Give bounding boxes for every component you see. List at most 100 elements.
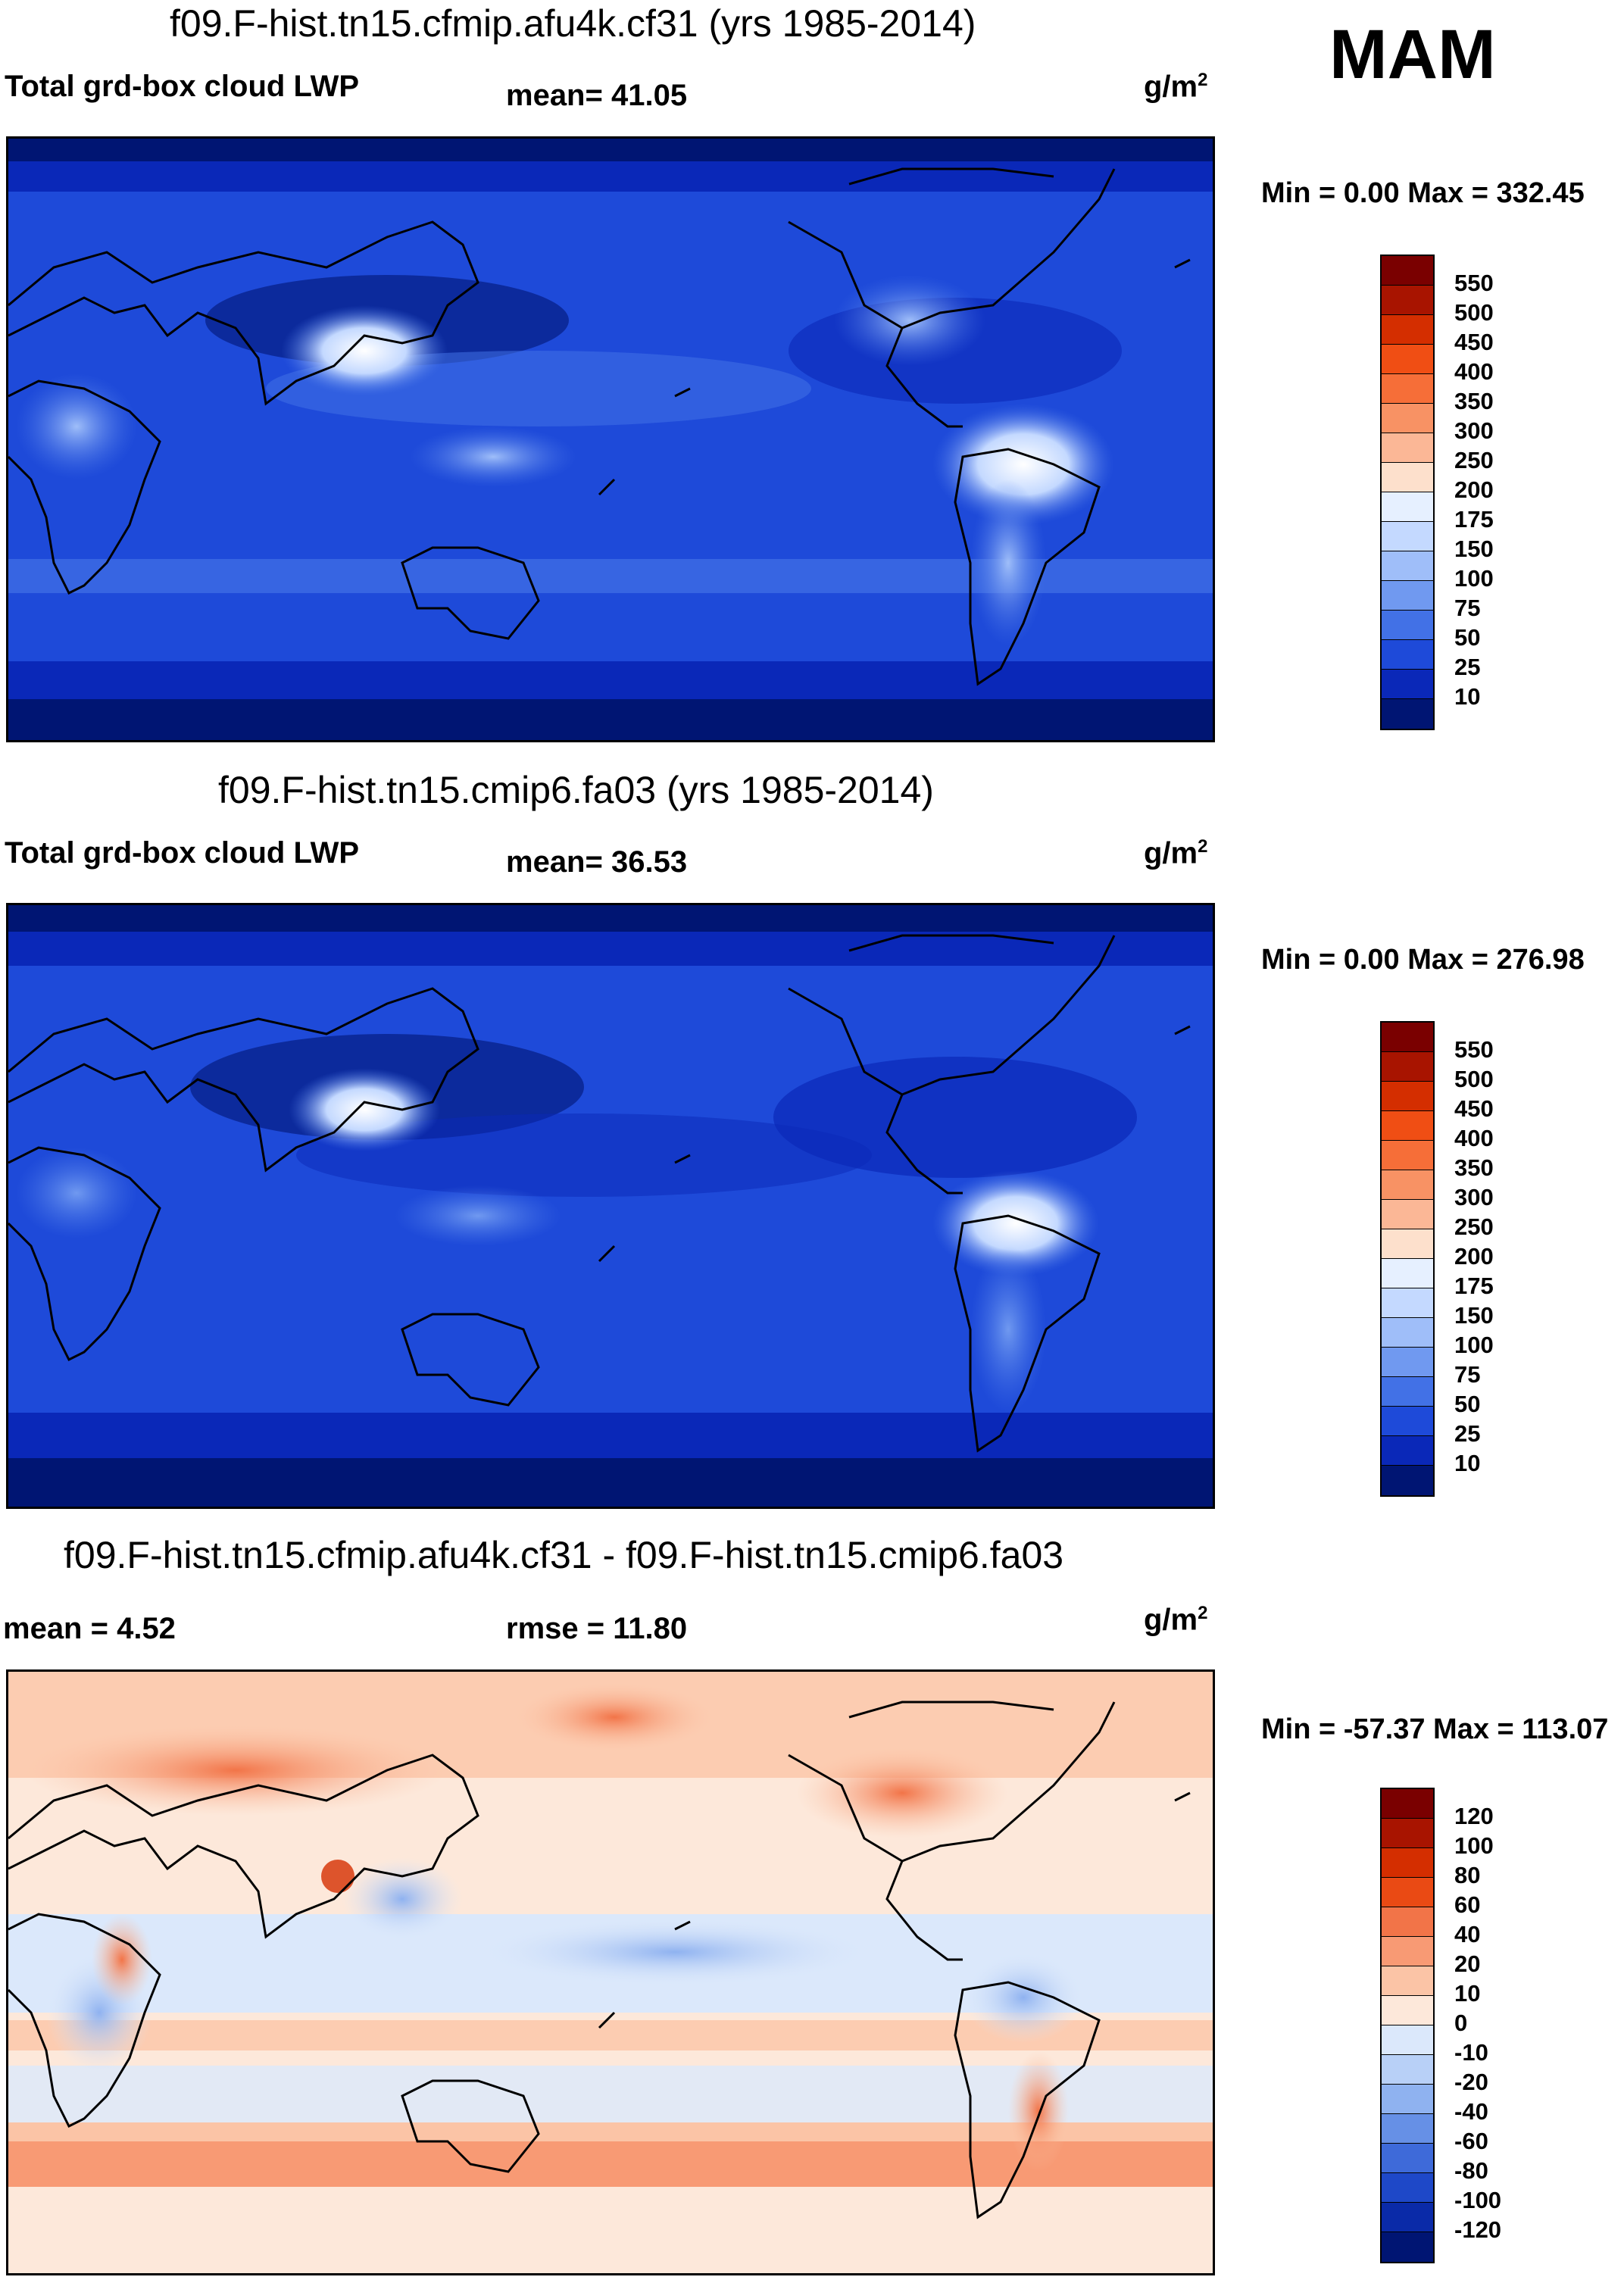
- colorbar-tick-label: -40: [1454, 2098, 1488, 2125]
- panel-2-mean-label: mean= 36.53: [506, 845, 688, 879]
- panel-3-map-svg: [8, 1672, 1213, 2273]
- panel-2-variable-label: Total grd-box cloud LWP: [5, 836, 360, 870]
- panel-1-coastlines: [8, 167, 1191, 686]
- colorbar-tick-label: 550: [1454, 270, 1494, 296]
- panel-1-map-svg: [8, 139, 1213, 740]
- panel-2-units: g/m2: [1144, 836, 1208, 870]
- colorbar-tick-label: 120: [1454, 1803, 1494, 1829]
- colorbar-tick-label: 50: [1454, 624, 1481, 651]
- colorbar-swatch: [1382, 1789, 1433, 1819]
- colorbar-swatch: [1382, 1436, 1433, 1466]
- panel-3-coastlines: [8, 1701, 1191, 2219]
- colorbar-swatch: [1382, 345, 1433, 374]
- colorbar-tick-label: 250: [1454, 447, 1494, 473]
- colorbar-tick-label: 175: [1454, 506, 1494, 533]
- panel-1-units: g/m2: [1144, 70, 1208, 104]
- colorbar-tick-label: 500: [1454, 1066, 1494, 1092]
- colorbar-tick-label: 100: [1454, 1332, 1494, 1358]
- colorbar-tick-label: 100: [1454, 565, 1494, 592]
- colorbar-tick-label: 450: [1454, 1095, 1494, 1122]
- colorbar-tick-label: 25: [1454, 1420, 1481, 1447]
- colorbar-tick-label: 400: [1454, 358, 1494, 385]
- colorbar-swatch: [1382, 522, 1433, 551]
- panel-1-map: [6, 136, 1215, 742]
- panel-1-colorbar: [1380, 255, 1435, 730]
- colorbar-tick-label: 10: [1454, 683, 1481, 710]
- colorbar-swatch: [1382, 581, 1433, 611]
- colorbar-swatch: [1382, 611, 1433, 640]
- colorbar-tick-label: 0: [1454, 2010, 1468, 2036]
- colorbar-tick-label: 200: [1454, 476, 1494, 503]
- panel-3-minmax: Min = -57.37 Max = 113.07: [1261, 1713, 1609, 1745]
- colorbar-swatch: [1382, 1937, 1433, 1966]
- panel-2-minmax: Min = 0.00 Max = 276.98: [1261, 944, 1585, 976]
- colorbar-tick-label: 250: [1454, 1213, 1494, 1240]
- colorbar-swatch: [1382, 1111, 1433, 1141]
- colorbar-swatch: [1382, 1819, 1433, 1848]
- colorbar-swatch: [1382, 433, 1433, 463]
- colorbar-tick-label: 25: [1454, 654, 1481, 680]
- colorbar-tick-label: 150: [1454, 1302, 1494, 1329]
- panel-3-units: g/m2: [1144, 1603, 1208, 1637]
- colorbar-tick-label: -20: [1454, 2069, 1488, 2095]
- colorbar-swatch: [1382, 1288, 1433, 1318]
- colorbar-swatch: [1382, 2025, 1433, 2055]
- panel-2-map-svg: [8, 905, 1213, 1507]
- season-label: MAM: [1329, 16, 1496, 93]
- colorbar-tick-label: 350: [1454, 388, 1494, 414]
- panel-1-title: f09.F-hist.tn15.cfmip.afu4k.cf31 (yrs 19…: [170, 2, 976, 45]
- colorbar-swatch: [1382, 463, 1433, 492]
- colorbar-swatch: [1382, 256, 1433, 286]
- colorbar-swatch: [1382, 670, 1433, 699]
- colorbar-tick-label: 175: [1454, 1273, 1494, 1299]
- colorbar-tick-label: 75: [1454, 1361, 1481, 1388]
- colorbar-tick-label: 20: [1454, 1950, 1481, 1977]
- colorbar-swatch: [1382, 1200, 1433, 1229]
- colorbar-swatch: [1382, 315, 1433, 345]
- panel-2-coastlines: [8, 934, 1191, 1453]
- colorbar-swatch: [1382, 2085, 1433, 2114]
- colorbar-tick-label: 300: [1454, 1184, 1494, 1210]
- colorbar-tick-label: 40: [1454, 1921, 1481, 1947]
- colorbar-tick-label: 550: [1454, 1036, 1494, 1063]
- colorbar-swatch: [1382, 1348, 1433, 1377]
- colorbar-swatch: [1382, 2144, 1433, 2173]
- colorbar-swatch: [1382, 2173, 1433, 2203]
- colorbar-swatch: [1382, 1377, 1433, 1407]
- colorbar-swatch: [1382, 1907, 1433, 1937]
- panel-3-mean-label: mean = 4.52: [3, 1612, 176, 1645]
- colorbar-tick-label: 10: [1454, 1980, 1481, 2007]
- colorbar-tick-label: 400: [1454, 1125, 1494, 1151]
- colorbar-swatch: [1382, 1407, 1433, 1436]
- colorbar-tick-label: 100: [1454, 1832, 1494, 1859]
- colorbar-swatch: [1382, 404, 1433, 433]
- colorbar-swatch: [1382, 1318, 1433, 1348]
- colorbar-swatch: [1382, 1996, 1433, 2025]
- colorbar-tick-label: 60: [1454, 1891, 1481, 1918]
- colorbar-tick-label: 200: [1454, 1243, 1494, 1270]
- colorbar-tick-label: 350: [1454, 1154, 1494, 1181]
- colorbar-swatch: [1382, 1170, 1433, 1200]
- colorbar-tick-label: 150: [1454, 536, 1494, 562]
- colorbar-swatch: [1382, 1466, 1433, 1495]
- panel-3-map: [6, 1669, 1215, 2275]
- panel-1-variable-label: Total grd-box cloud LWP: [5, 70, 360, 103]
- colorbar-swatch: [1382, 551, 1433, 581]
- panel-2-map: [6, 903, 1215, 1509]
- colorbar-tick-label: -60: [1454, 2128, 1488, 2154]
- colorbar-swatch: [1382, 1259, 1433, 1288]
- colorbar-tick-label: 75: [1454, 595, 1481, 621]
- colorbar-swatch: [1382, 2114, 1433, 2144]
- colorbar-swatch: [1382, 1023, 1433, 1052]
- colorbar-swatch: [1382, 699, 1433, 729]
- panel-1-mean-label: mean= 41.05: [506, 79, 688, 112]
- colorbar-swatch: [1382, 1141, 1433, 1170]
- colorbar-tick-label: -10: [1454, 2039, 1488, 2066]
- colorbar-swatch: [1382, 492, 1433, 522]
- colorbar-swatch: [1382, 374, 1433, 404]
- colorbar-tick-label: 450: [1454, 329, 1494, 355]
- colorbar-swatch: [1382, 1966, 1433, 1996]
- panel-3-rmse-label: rmse = 11.80: [506, 1612, 688, 1645]
- colorbar-swatch: [1382, 1082, 1433, 1111]
- colorbar-swatch: [1382, 1848, 1433, 1878]
